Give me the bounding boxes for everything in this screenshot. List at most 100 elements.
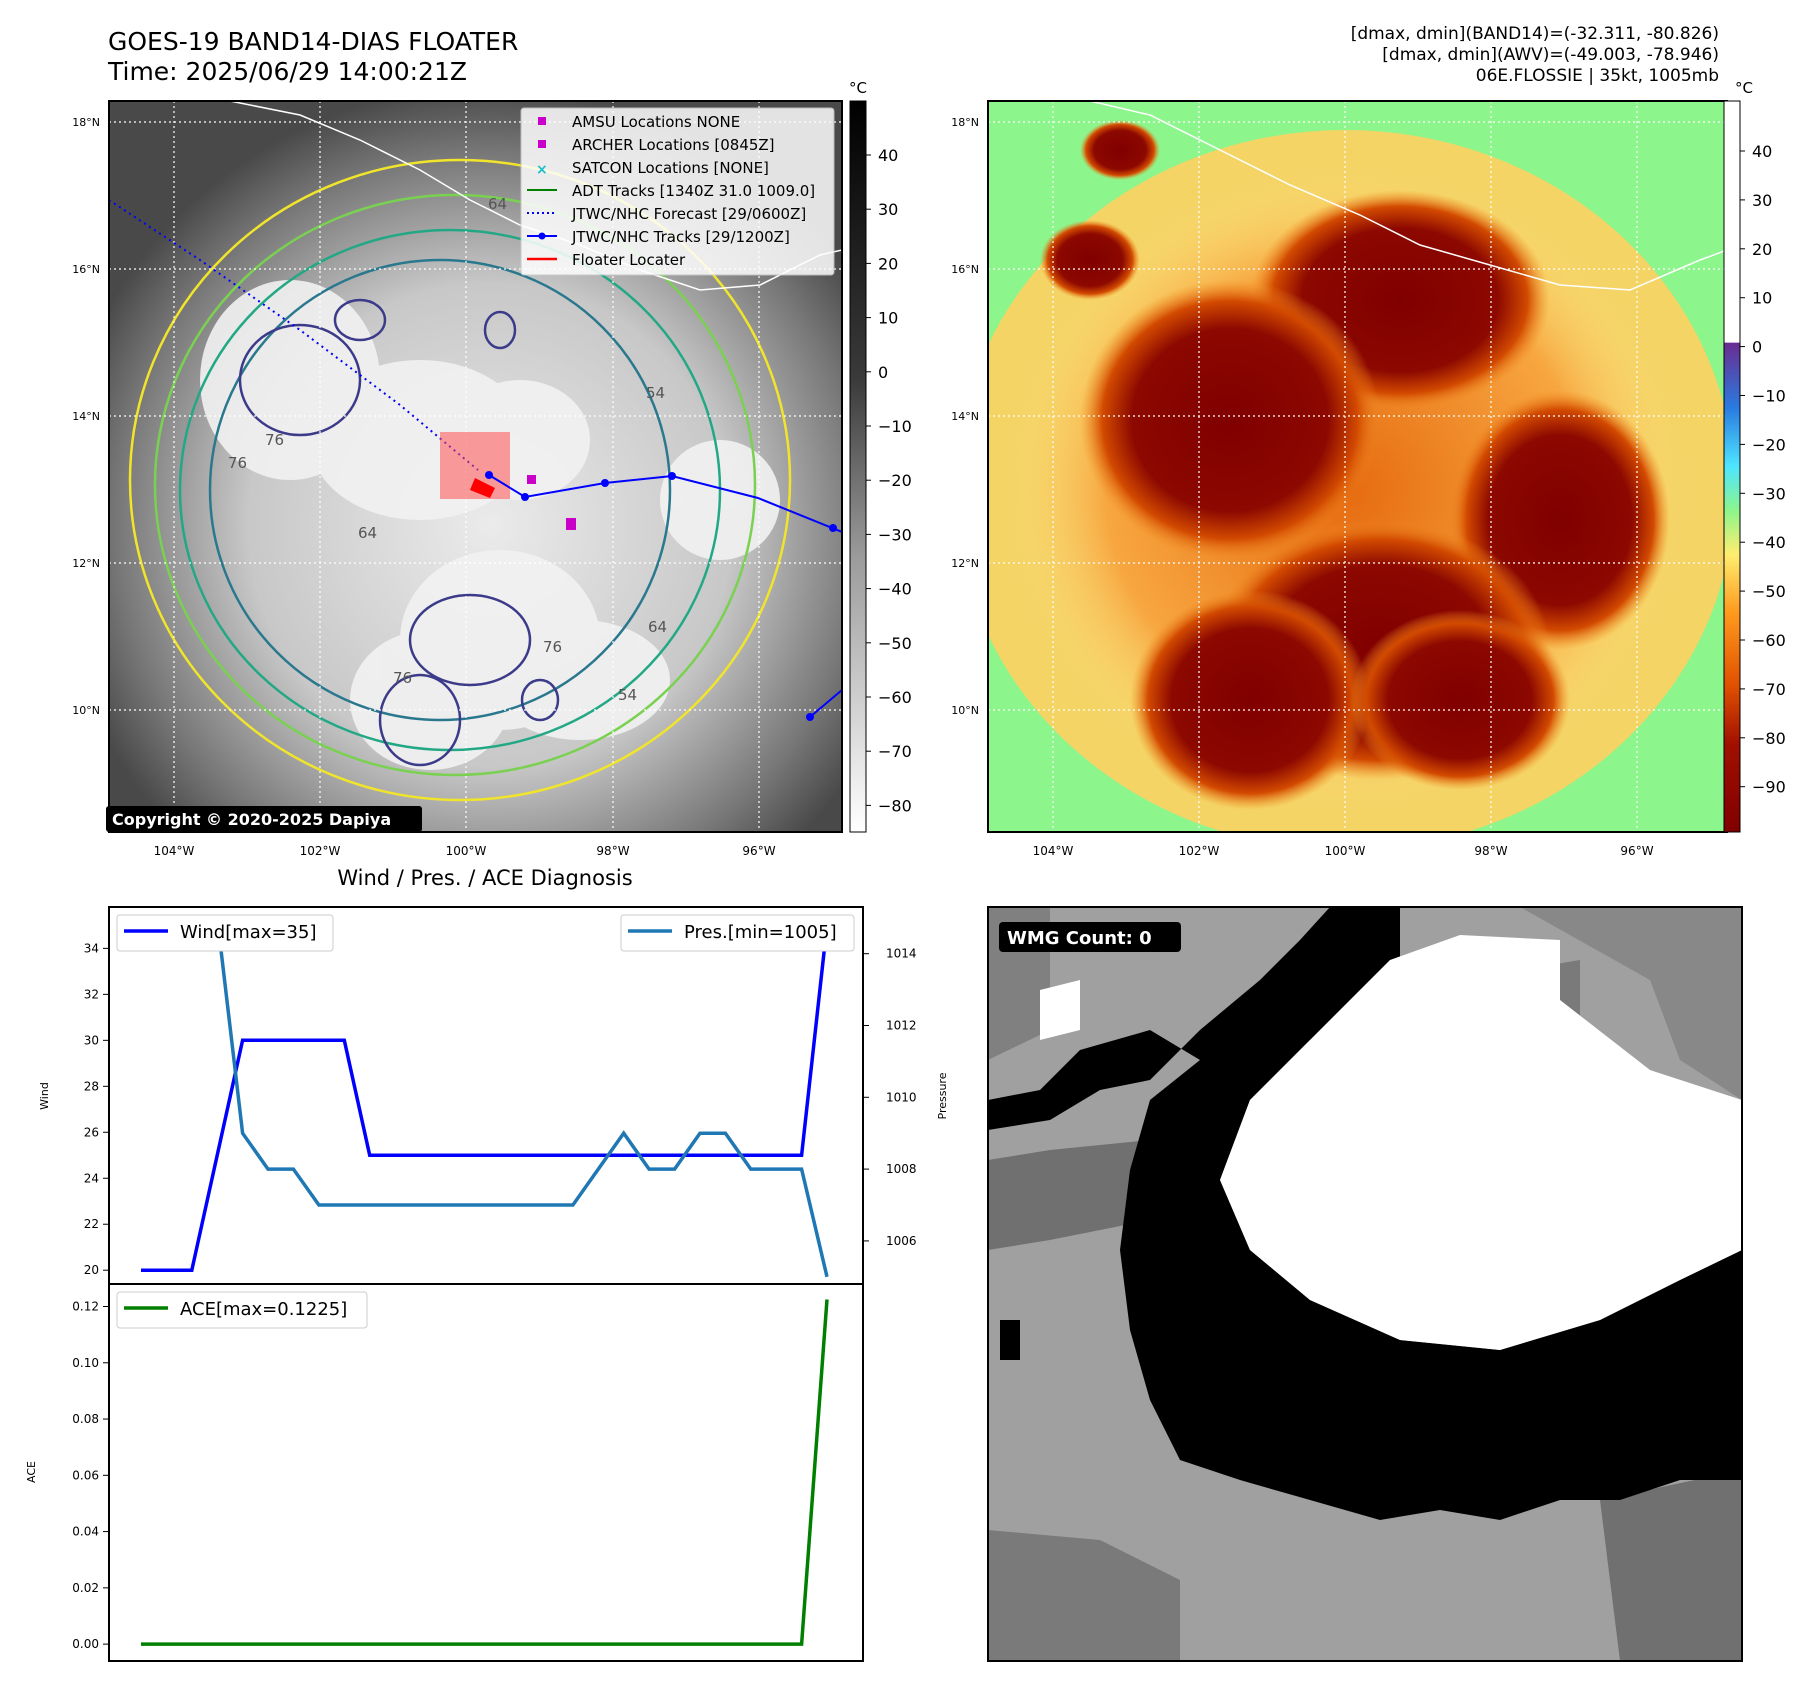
ace-tick-label: 0.12 bbox=[72, 1300, 99, 1314]
colorbar-tick-label: −20 bbox=[878, 471, 912, 490]
pressure-series-line bbox=[141, 916, 829, 1278]
ace-legend-label: ACE[max=0.1225] bbox=[180, 1299, 347, 1320]
wind-tick-label: 26 bbox=[84, 1125, 99, 1139]
ir-map-panel: 64 76 54 76 64 76 76 54 64 bbox=[72, 79, 912, 858]
legend-label: SATCON Locations [NONE] bbox=[572, 159, 769, 177]
lon-label: 102°W bbox=[300, 844, 341, 858]
figure-time: Time: 2025/06/29 14:00:21Z bbox=[107, 57, 467, 86]
lon-label: 98°W bbox=[1474, 844, 1507, 858]
colorbar-tick-label: −30 bbox=[1752, 484, 1786, 503]
lon-label: 98°W bbox=[596, 844, 629, 858]
lat-label: 14°N bbox=[951, 410, 979, 423]
lat-label: 12°N bbox=[951, 557, 979, 570]
colorbar-tick-label: −50 bbox=[878, 634, 912, 653]
colorbar-tick-label: 0 bbox=[878, 363, 888, 382]
contour-label: 64 bbox=[358, 524, 377, 542]
wmg-dark-gray-region bbox=[1600, 1470, 1742, 1661]
pressure-axis-label: Pressure bbox=[936, 1072, 949, 1119]
colorbar-left-unit: °C bbox=[849, 79, 867, 97]
pressure-legend-label: Pres.[min=1005] bbox=[684, 922, 837, 943]
wind-legend-label: Wind[max=35] bbox=[180, 922, 317, 943]
contour-label: 54 bbox=[646, 384, 665, 402]
colorbar-tick-label: −10 bbox=[1752, 387, 1786, 406]
colorbar-right bbox=[1723, 100, 1741, 833]
pressure-tick-label: 1010 bbox=[886, 1090, 917, 1104]
ir-contours bbox=[128, 158, 792, 802]
map-legend: AMSU Locations NONE ARCHER Locations [08… bbox=[520, 107, 835, 276]
ace-tick-label: 0.08 bbox=[72, 1412, 99, 1426]
ir-lon-labels: 104°W 102°W 100°W 98°W 96°W bbox=[154, 844, 776, 858]
lon-label: 102°W bbox=[1179, 844, 1220, 858]
ir-map-frame bbox=[108, 100, 843, 833]
pressure-legend: Pres.[min=1005] bbox=[620, 914, 855, 952]
wmg-count-box bbox=[999, 922, 1181, 952]
diagnosis-title: Wind / Pres. / ACE Diagnosis bbox=[337, 866, 632, 890]
lat-label: 18°N bbox=[72, 116, 100, 129]
colorbar-tick-label: 40 bbox=[878, 146, 898, 165]
wmg-count: WMG Count: 0 bbox=[1007, 928, 1152, 949]
colorbar-tick-label: −20 bbox=[1752, 435, 1786, 454]
colorbar-left bbox=[849, 100, 867, 833]
archer-marker bbox=[566, 518, 576, 530]
ace-axis-label: ACE bbox=[25, 1461, 38, 1483]
wind-legend: Wind[max=35] bbox=[116, 914, 334, 952]
diagnosis-chart: Wind / Pres. / ACE Diagnosis Wind Pressu… bbox=[25, 866, 949, 1662]
figure-title: GOES-19 BAND14-DIAS FLOATER bbox=[108, 27, 518, 56]
colorbar-tick-label: −40 bbox=[878, 580, 912, 599]
lon-label: 100°W bbox=[1325, 844, 1366, 858]
ir-cloud-tops bbox=[200, 280, 780, 770]
ace-legend: ACE[max=0.1225] bbox=[116, 1291, 368, 1329]
wmg-dark-gray-region bbox=[988, 1140, 1150, 1250]
lat-label: 10°N bbox=[72, 704, 100, 717]
colorbar-tick-label: 10 bbox=[878, 309, 898, 328]
archer-marker bbox=[527, 475, 536, 484]
colorbar-tick-label: −60 bbox=[878, 688, 912, 707]
lon-label: 96°W bbox=[742, 844, 775, 858]
wmg-black-patch bbox=[1000, 1320, 1020, 1360]
ace-tick-label: 0.02 bbox=[72, 1581, 99, 1595]
lat-label: 16°N bbox=[951, 263, 979, 276]
wind-pres-frame bbox=[108, 906, 864, 1285]
ir-lat-labels: 18°N 16°N 14°N 12°N 10°N bbox=[72, 116, 100, 717]
awv-lon-labels: 104°W 102°W 100°W 98°W 96°W bbox=[1033, 844, 1654, 858]
awv-map-panel: 18°N 16°N 14°N 12°N 10°N 104°W 102°W 100… bbox=[951, 79, 1786, 858]
legend-label: ARCHER Locations [0845Z] bbox=[572, 136, 775, 154]
legend-label: JTWC/NHC Forecast [29/0600Z] bbox=[571, 205, 806, 223]
wmg-white-core bbox=[1220, 935, 1742, 1350]
wmg-panel: WMG Count: 0 bbox=[987, 906, 1743, 1662]
contour-label: 76 bbox=[265, 431, 284, 449]
copyright-box bbox=[106, 806, 422, 832]
legend-label: ADT Tracks [1340Z 31.0 1009.0] bbox=[572, 182, 815, 200]
legend-label: Floater Locater bbox=[572, 251, 686, 269]
ace-tick-label: 0.06 bbox=[72, 1468, 99, 1482]
ace-series-line bbox=[141, 1299, 829, 1646]
contour-labels: 64 76 54 76 64 76 76 54 64 bbox=[228, 195, 667, 704]
lon-label: 104°W bbox=[1033, 844, 1074, 858]
wind-tick-label: 30 bbox=[84, 1033, 99, 1047]
colorbar-tick-label: 30 bbox=[878, 200, 898, 219]
lon-label: 96°W bbox=[1620, 844, 1653, 858]
chart-marks: 20 22 24 26 28 30 32 34 1006 1008 1010 1012 1014 0.00… bbox=[72, 916, 917, 1651]
stats-band14: [dmax, dmin](BAND14)=(-32.311, -80.826) bbox=[1351, 24, 1719, 44]
colorbar-left-ticks: 40 30 20 10 0 −10 −20 −30 −40 −50 −60 −70 −80 bbox=[866, 146, 912, 815]
pressure-tick-label: 1012 bbox=[886, 1018, 917, 1032]
contour-label: 64 bbox=[648, 618, 667, 636]
wind-series-line bbox=[141, 925, 829, 1272]
colorbar-tick-label: −40 bbox=[1752, 533, 1786, 552]
colorbar-tick-label: −90 bbox=[1752, 778, 1786, 797]
copyright: Copyright © 2020-2025 Dapiya bbox=[112, 810, 391, 829]
wmg-dark-gray-region bbox=[988, 1530, 1180, 1661]
legend-marker-amsu bbox=[538, 117, 546, 125]
wind-tick-label: 34 bbox=[84, 941, 99, 955]
jtwc-best-track bbox=[488, 474, 842, 533]
lat-label: 18°N bbox=[951, 116, 979, 129]
pressure-tick-label: 1014 bbox=[886, 947, 917, 961]
wind-tick-label: 32 bbox=[84, 987, 99, 1001]
colorbar-tick-label: 20 bbox=[878, 254, 898, 273]
pressure-tick-label: 1008 bbox=[886, 1162, 917, 1176]
colorbar-tick-label: −80 bbox=[878, 796, 912, 815]
colorbar-tick-label: −80 bbox=[1752, 729, 1786, 748]
colorbar-tick-label: 10 bbox=[1752, 289, 1772, 308]
wind-tick-label: 28 bbox=[84, 1079, 99, 1093]
